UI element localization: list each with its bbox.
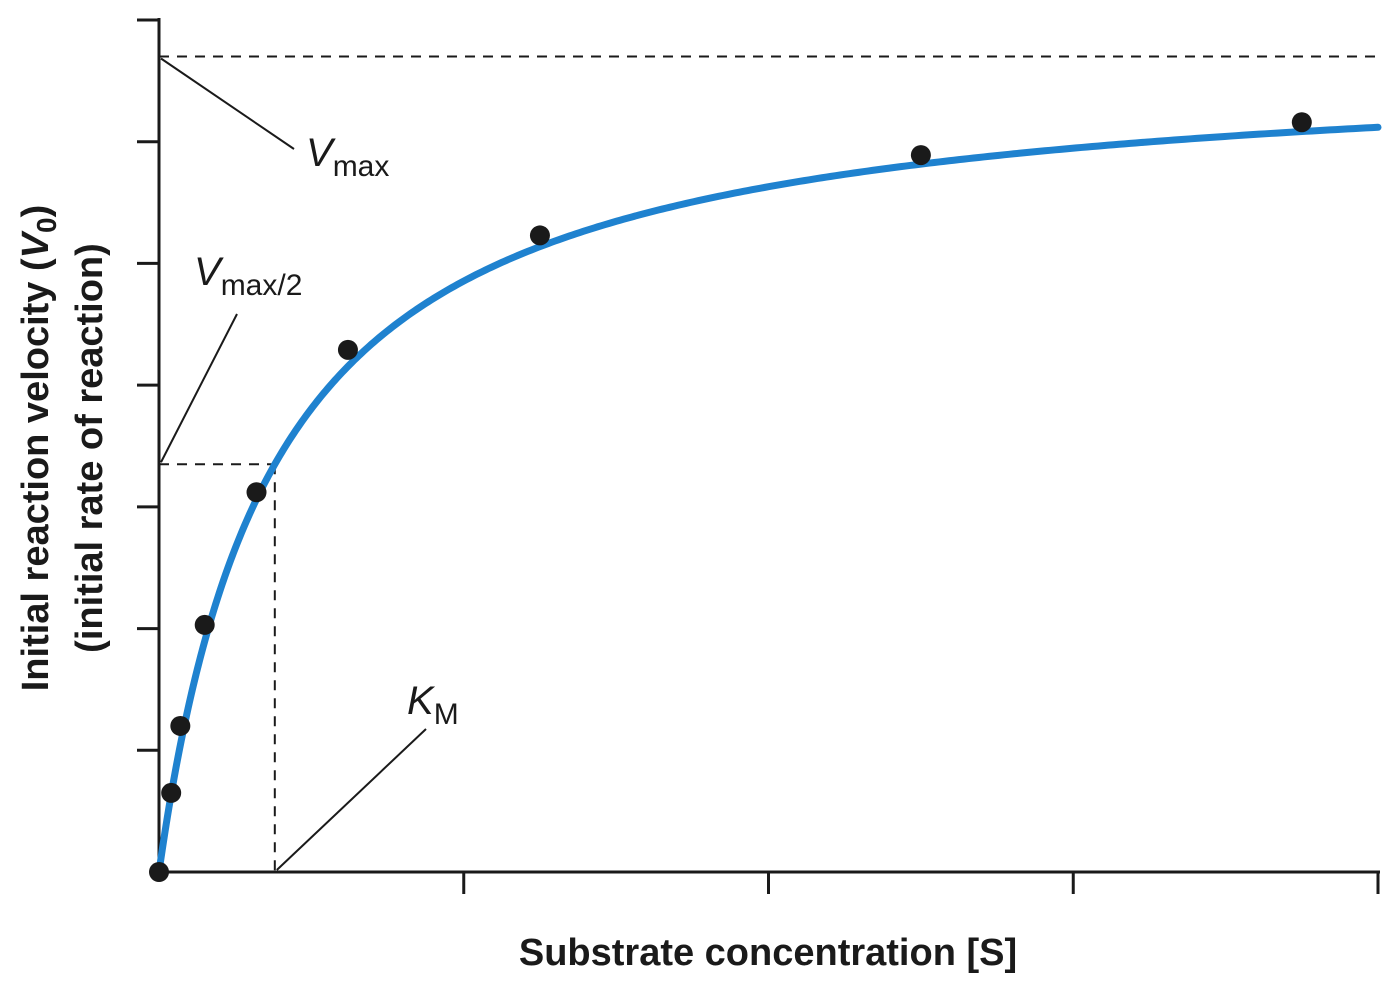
- km-label: KM: [407, 679, 459, 731]
- data-point-0: [149, 862, 169, 882]
- y-axis-title-line1: Initial reaction velocity (V0): [15, 205, 62, 692]
- data-point-8: [1291, 112, 1312, 133]
- vmax-half-leader-line: [160, 313, 238, 463]
- data-points: [149, 112, 1312, 882]
- saturation-curve: [155, 123, 1382, 876]
- vmax-leader-line: [160, 57, 295, 150]
- vmax-half-label: Vmax/2: [194, 250, 302, 302]
- vmax-label: Vmax: [306, 131, 389, 183]
- data-point-7: [910, 145, 931, 166]
- annotation-leaders: [160, 57, 427, 871]
- y-ticks: [137, 18, 159, 752]
- x-ticks: [462, 872, 1380, 894]
- x-axis-title: Substrate concentration [S]: [519, 932, 1017, 974]
- data-point-6: [529, 225, 550, 246]
- data-point-1: [161, 782, 182, 803]
- y-axis-title-line2: (initial rate of reaction): [69, 243, 111, 653]
- km-leader-line: [276, 728, 427, 871]
- data-point-4: [246, 482, 267, 503]
- axes: [157, 18, 1380, 874]
- y-axis-title: Initial reaction velocity (V0) (initial …: [15, 205, 111, 692]
- data-point-2: [170, 715, 191, 736]
- data-point-3: [194, 614, 215, 635]
- guide-lines: [159, 55, 1378, 872]
- data-point-5: [337, 339, 358, 360]
